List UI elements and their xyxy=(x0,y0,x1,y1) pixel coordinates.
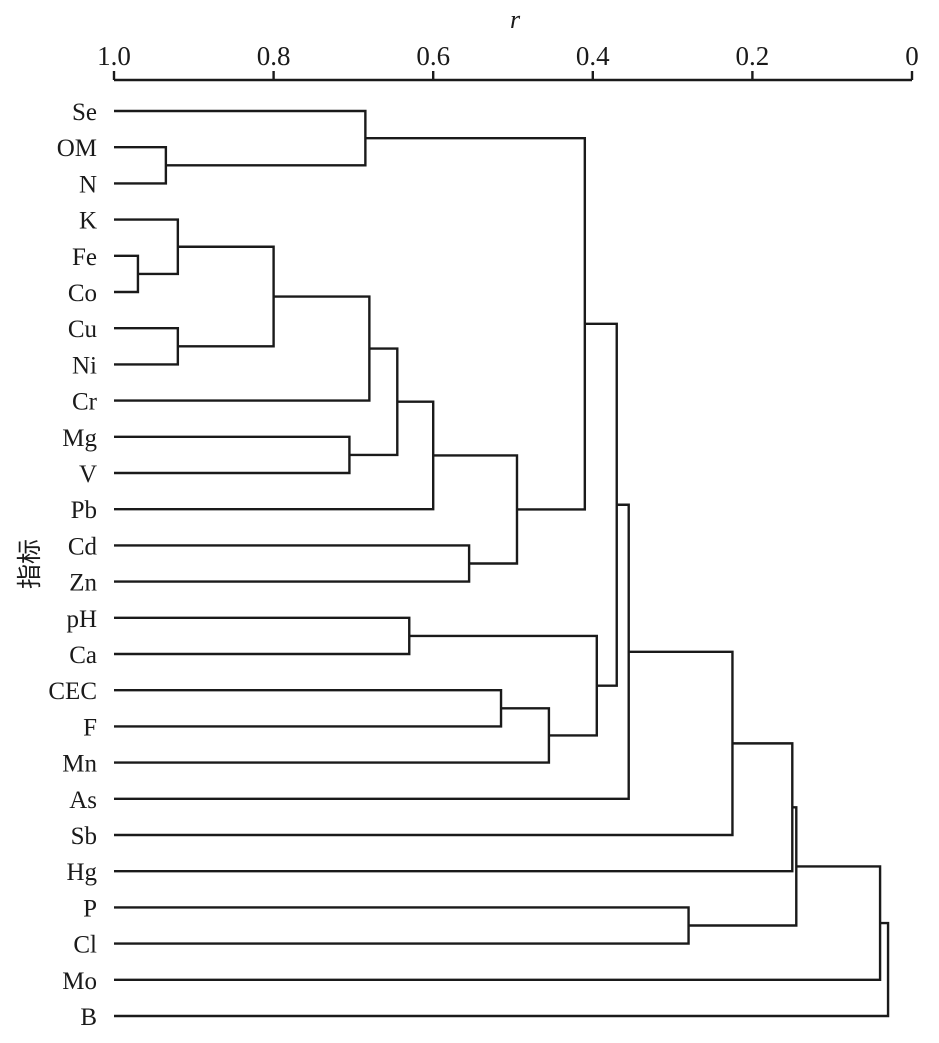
dendrogram-link xyxy=(114,218,180,276)
leaf-label: Co xyxy=(68,280,97,307)
x-tick-label: 0.4 xyxy=(576,41,610,71)
dendrogram-link xyxy=(688,806,798,927)
leaf-label: Ni xyxy=(72,352,97,379)
x-tick-label: 1.0 xyxy=(97,41,131,71)
leaf-label: V xyxy=(79,461,97,488)
leaf-label: As xyxy=(69,787,97,814)
leaf-label: pH xyxy=(66,606,97,633)
x-tick-label: 0.6 xyxy=(416,41,450,71)
leaf-label: K xyxy=(79,208,97,235)
dendrogram-link xyxy=(177,245,275,348)
leaf-label: Sb xyxy=(71,823,97,850)
leaf-label: B xyxy=(80,1004,97,1031)
leaf-label: Cl xyxy=(73,932,97,959)
leaf-label: Hg xyxy=(66,859,97,886)
leaf-label: Pb xyxy=(71,497,97,524)
dendrogram-link xyxy=(114,707,551,764)
dendrogram-link xyxy=(114,865,882,981)
leaf-label: Cu xyxy=(68,316,98,343)
dendrogram-link xyxy=(114,435,351,475)
dendrogram-link xyxy=(584,322,618,687)
x-tick-label: 0.2 xyxy=(736,41,770,71)
x-tick-label: 0 xyxy=(905,41,919,71)
x-axis-ticks xyxy=(112,71,914,80)
dendrogram-branches xyxy=(114,109,890,1018)
leaf-label: F xyxy=(83,714,97,741)
dendrogram-link xyxy=(114,689,503,728)
leaf-label: Mn xyxy=(62,751,97,778)
dendrogram-link xyxy=(114,295,371,402)
x-axis-title: r xyxy=(510,5,521,34)
dendrogram-link xyxy=(114,544,471,583)
leaf-label: CEC xyxy=(48,678,97,705)
x-tick-label: 0.8 xyxy=(257,41,291,71)
dendrogram-link xyxy=(114,146,168,185)
leaf-labels: Se OM NK Fe Co Cu Ni Cr Mg V Pb Cd Zn pH Ca CEC F Mn As Sb H… xyxy=(48,99,97,1031)
dendrogram-link xyxy=(409,634,598,737)
leaf-label: Se xyxy=(72,99,97,126)
leaf-label: P xyxy=(83,895,97,922)
leaf-label: Cr xyxy=(72,389,98,416)
leaf-label: Mg xyxy=(62,425,97,452)
leaf-label: Mo xyxy=(62,968,97,995)
dendrogram-link xyxy=(114,921,890,1018)
leaf-label: Ca xyxy=(69,642,97,669)
leaf-label: Zn xyxy=(69,570,97,597)
dendrogram-link xyxy=(114,650,734,837)
leaf-label: N xyxy=(79,171,97,198)
x-axis-tick-labels: 1.0 0.8 0.6 0.4 0.2 0 xyxy=(97,41,919,71)
dendrogram-link xyxy=(114,327,180,366)
dendrogram-link xyxy=(114,254,140,294)
leaf-label: OM xyxy=(57,135,97,162)
dendrogram-link xyxy=(114,503,630,800)
dendrogram-link xyxy=(114,616,411,656)
leaf-label: Fe xyxy=(72,244,97,271)
dendrogram-link xyxy=(114,906,690,945)
dendrogram-link xyxy=(114,109,367,167)
dendrogram-link xyxy=(433,454,519,565)
y-axis-title: 指标 xyxy=(15,539,44,589)
leaf-label: Cd xyxy=(68,533,98,560)
